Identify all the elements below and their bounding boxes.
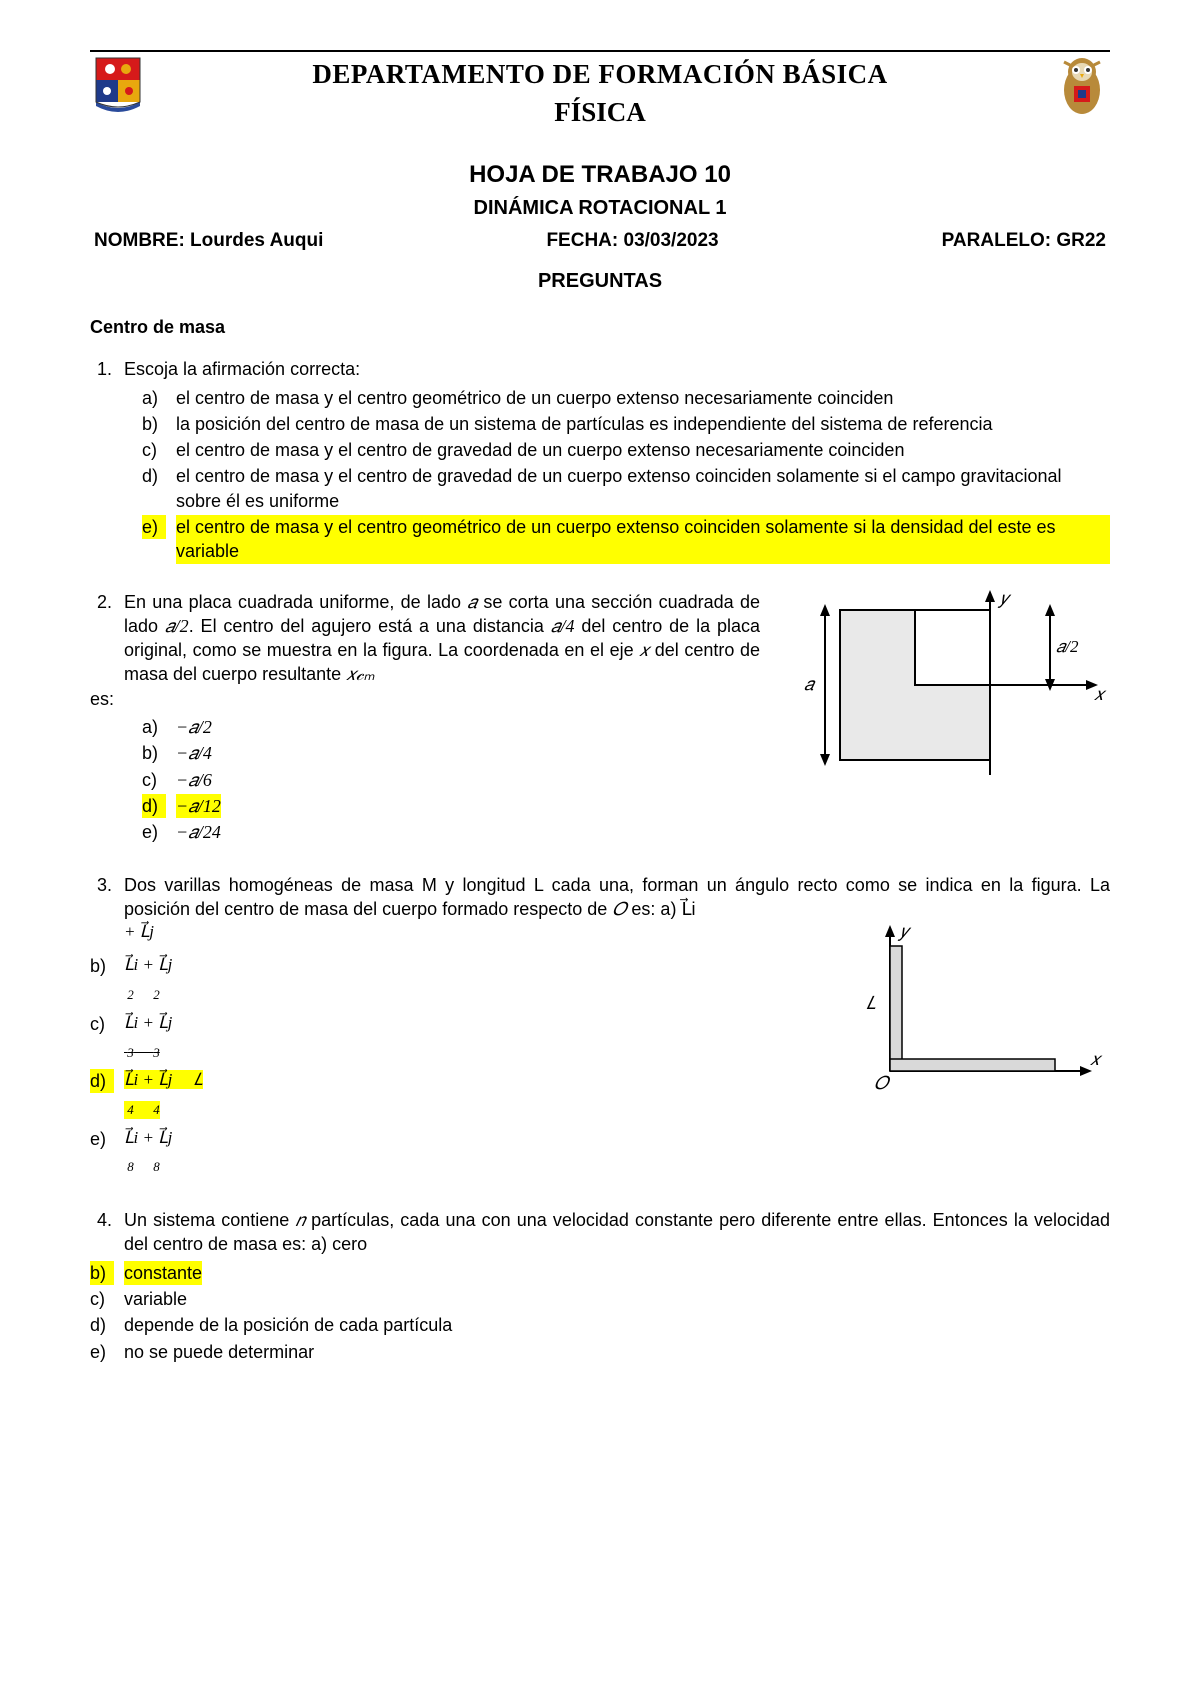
q4-e-letter: e) xyxy=(90,1340,114,1364)
q2-b-letter: b) xyxy=(142,741,166,765)
q2-stem: En una placa cuadrada uniforme, de lado … xyxy=(124,590,760,687)
q2-c-text: −𝑎/6 xyxy=(176,768,212,792)
q1-b-text: la posición del centro de masa de un sis… xyxy=(176,412,993,436)
q4-num: 4. xyxy=(90,1208,112,1257)
q1-num: 1. xyxy=(90,357,112,381)
q2-d-letter: d) xyxy=(142,794,166,818)
q3-num: 3. xyxy=(90,873,112,922)
q3-d-letter: d) xyxy=(90,1069,114,1093)
svg-text:𝑥: 𝑥 xyxy=(1094,684,1107,704)
q3-b-text: L⃗i + L⃗j 2 2 xyxy=(124,954,172,1003)
q1-d-letter: d) xyxy=(142,464,166,488)
q1-c-letter: c) xyxy=(142,438,166,462)
q3-figure: 𝑦 𝑥 𝑂 𝐿 xyxy=(850,921,1110,1101)
worksheet-title-block: HOJA DE TRABAJO 10 DINÁMICA ROTACIONAL 1 xyxy=(90,159,1110,222)
q1-d-text: el centro de masa y el centro de graveda… xyxy=(176,464,1110,513)
q4-e-text: no se puede determinar xyxy=(124,1340,314,1364)
dept-title: DEPARTAMENTO DE FORMACIÓN BÁSICA xyxy=(146,56,1054,92)
svg-text:𝑎/2: 𝑎/2 xyxy=(1056,637,1079,656)
svg-text:𝑂: 𝑂 xyxy=(874,1073,891,1093)
question-3: 3. Dos varillas homogéneas de masa M y l… xyxy=(90,873,1110,1178)
q2-b-text: −𝑎/4 xyxy=(176,741,212,765)
q1-e-text: el centro de masa y el centro geométrico… xyxy=(176,515,1110,564)
header-titles: DEPARTAMENTO DE FORMACIÓN BÁSICA FÍSICA xyxy=(146,56,1054,131)
svg-text:𝑥: 𝑥 xyxy=(1090,1049,1103,1069)
q4-c-text: variable xyxy=(124,1287,187,1311)
question-4: 4. Un sistema contiene 𝑛 partículas, cad… xyxy=(90,1208,1110,1364)
q4-c-letter: c) xyxy=(90,1287,114,1311)
q3-b-letter: b) xyxy=(90,954,114,978)
q1-e-letter: e) xyxy=(142,515,166,539)
worksheet-title: HOJA DE TRABAJO 10 xyxy=(90,159,1110,191)
q1-a-letter: a) xyxy=(142,386,166,410)
q1-a-text: el centro de masa y el centro geométrico… xyxy=(176,386,893,410)
q1-options: a) el centro de masa y el centro geométri… xyxy=(90,386,1110,564)
parallel-label: PARALELO: GR22 xyxy=(942,228,1106,254)
shield-logo-icon xyxy=(90,56,146,118)
date-label: FECHA: 03/03/2023 xyxy=(546,228,718,254)
q2-d-text: −𝑎/12 xyxy=(176,794,221,818)
q2-a-letter: a) xyxy=(142,715,166,739)
preguntas-heading: PREGUNTAS xyxy=(90,268,1110,295)
svg-text:𝑦: 𝑦 xyxy=(997,590,1012,608)
question-1: 1. Escoja la afirmación correcta: a) el c… xyxy=(90,357,1110,563)
q3-d-text: L⃗i + L⃗j 𝐿 4 4 xyxy=(124,1069,203,1118)
q4-b-letter: b) xyxy=(90,1261,114,1285)
q3-a-line2: + L⃗j xyxy=(90,921,810,944)
svg-text:𝐿: 𝐿 xyxy=(866,993,876,1013)
q4-stem: Un sistema contiene 𝑛 partículas, cada u… xyxy=(124,1208,1110,1257)
q3-options: b) L⃗i + L⃗j 2 2 c) L⃗i + L⃗j 3 3 d) L⃗i… xyxy=(90,954,810,1176)
q1-b-letter: b) xyxy=(142,412,166,436)
svg-text:𝑦: 𝑦 xyxy=(897,921,912,941)
q2-options: a) −𝑎/2 b) −𝑎/4 c) −𝑎/6 d) −𝑎/12 e) −𝑎/24 xyxy=(90,715,760,844)
q2-c-letter: c) xyxy=(142,768,166,792)
q3-c-letter: c) xyxy=(90,1012,114,1036)
worksheet-subtitle: DINÁMICA ROTACIONAL 1 xyxy=(90,195,1110,222)
section-heading: Centro de masa xyxy=(90,315,1110,339)
name-label: NOMBRE: Lourdes Auqui xyxy=(94,228,323,254)
q2-figure: 𝑦 𝑥 𝑎 𝑎/2 xyxy=(790,590,1110,790)
q3-stem: Dos varillas homogéneas de masa M y long… xyxy=(124,873,1110,922)
q3-e-text: L⃗i + L⃗j 8 8 xyxy=(124,1127,172,1176)
subject-title: FÍSICA xyxy=(146,94,1054,130)
q3-c-text: L⃗i + L⃗j 3 3 xyxy=(124,1012,172,1061)
q4-d-text: depende de la posición de cada partícula xyxy=(124,1313,452,1337)
owl-logo-icon xyxy=(1054,56,1110,118)
meta-row: NOMBRE: Lourdes Auqui FECHA: 03/03/2023 … xyxy=(90,228,1110,254)
question-2: 2. En una placa cuadrada uniforme, de la… xyxy=(90,590,1110,847)
q4-d-letter: d) xyxy=(90,1313,114,1337)
q4-options: b) constante c) variable d) depende de la p… xyxy=(90,1261,1110,1364)
header-bar: DEPARTAMENTO DE FORMACIÓN BÁSICA FÍSICA xyxy=(90,50,1110,131)
q2-a-text: −𝑎/2 xyxy=(176,715,212,739)
q1-stem: Escoja la afirmación correcta: xyxy=(124,357,1110,381)
q4-b-text: constante xyxy=(124,1261,202,1285)
q2-es: es: xyxy=(90,687,760,711)
q2-num: 2. xyxy=(90,590,112,687)
svg-text:𝑎: 𝑎 xyxy=(804,674,816,694)
q1-c-text: el centro de masa y el centro de graveda… xyxy=(176,438,904,462)
q3-e-letter: e) xyxy=(90,1127,114,1151)
q2-e-letter: e) xyxy=(142,820,166,844)
q2-e-text: −𝑎/24 xyxy=(176,820,221,844)
